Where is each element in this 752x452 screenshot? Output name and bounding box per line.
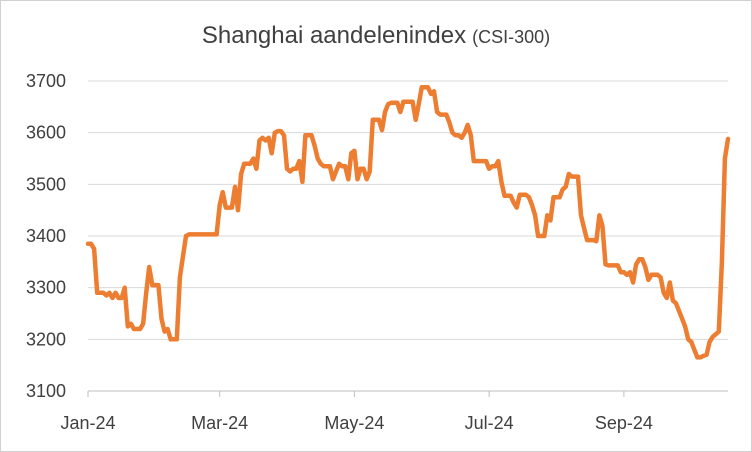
y-tick-label-3200: 3200 — [26, 329, 66, 349]
series-layer — [85, 84, 731, 360]
x-tick-label-0: Jan-24 — [60, 413, 115, 433]
y-tick-label-3600: 3600 — [26, 123, 66, 143]
chart-title-main: Shanghai aandelenindex — [201, 22, 467, 49]
x-axis: Jan-24 Mar-24 May-24 Jul-24 Sep-24 — [60, 390, 728, 433]
y-tick-label-3700: 3700 — [26, 71, 66, 91]
gridlines — [88, 80, 728, 340]
series-line-0 — [85, 84, 731, 360]
chart-title: Shanghai aandelenindex (CSI-300) — [0, 22, 752, 50]
chart-title-sub: (CSI-300) — [472, 27, 551, 47]
y-axis-ticks: 3100 3200 3300 3400 3500 3600 3700 — [26, 71, 66, 401]
y-tick-label-3400: 3400 — [26, 226, 66, 246]
x-tick-label-1: Mar-24 — [191, 413, 248, 433]
x-tick-label-3: Jul-24 — [465, 413, 514, 433]
x-tick-label-4: Sep-24 — [595, 413, 653, 433]
x-tick-label-2: May-24 — [324, 413, 384, 433]
y-tick-label-3500: 3500 — [26, 174, 66, 194]
y-tick-label-3100: 3100 — [26, 381, 66, 401]
y-tick-label-3300: 3300 — [26, 278, 66, 298]
